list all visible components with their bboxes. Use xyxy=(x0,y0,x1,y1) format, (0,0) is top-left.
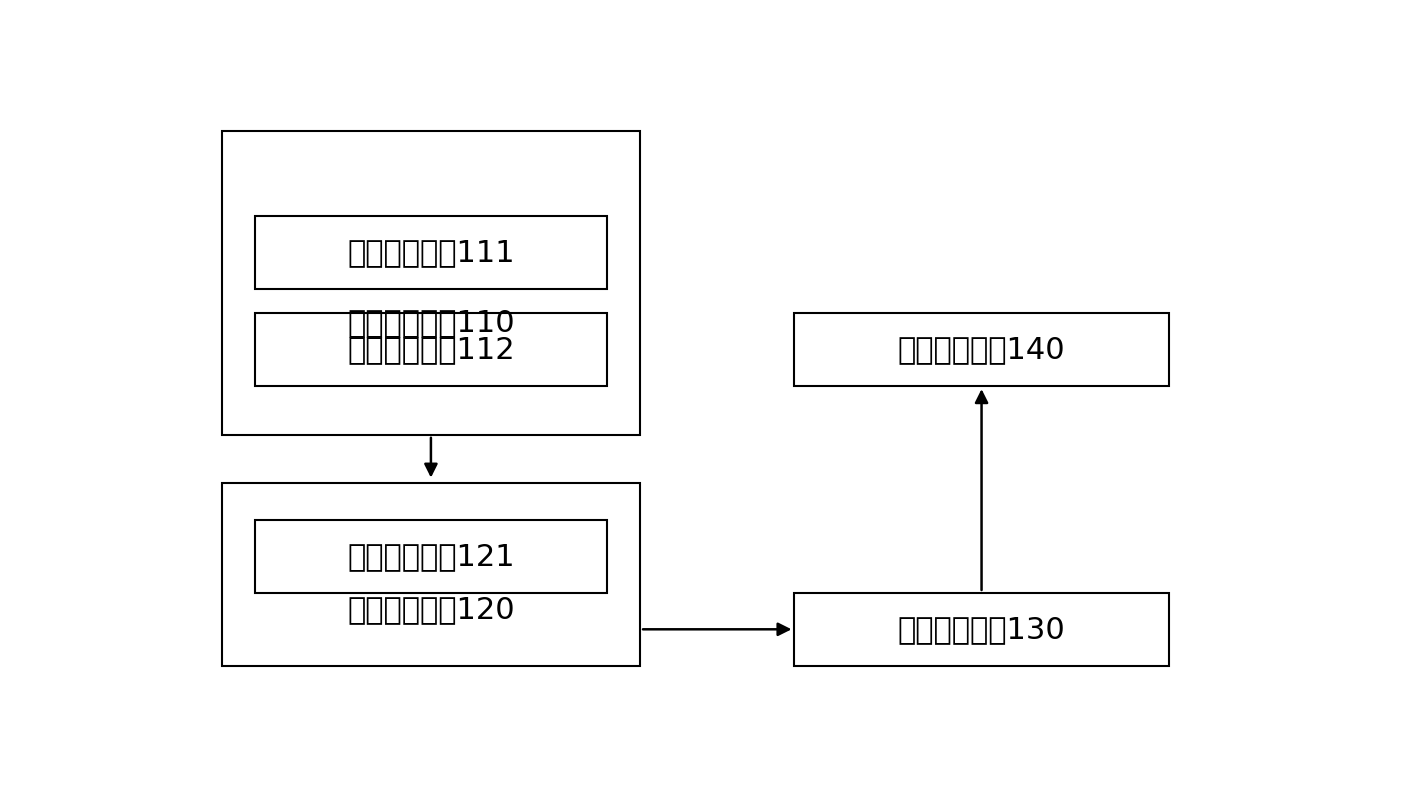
Text: 联盟创建模块110: 联盟创建模块110 xyxy=(347,308,514,337)
Bar xyxy=(254,520,607,593)
Text: 节点变更模块120: 节点变更模块120 xyxy=(347,596,514,624)
Bar xyxy=(222,131,639,435)
Bar xyxy=(794,593,1168,666)
Bar xyxy=(794,313,1168,387)
Text: 变更校验单元121: 变更校验单元121 xyxy=(347,542,514,571)
Text: 第一联盟单元111: 第一联盟单元111 xyxy=(347,238,514,267)
Text: 节点共享模块130: 节点共享模块130 xyxy=(898,615,1066,644)
Bar xyxy=(254,313,607,387)
Text: 第二联盟单元112: 第二联盟单元112 xyxy=(347,335,514,365)
Bar xyxy=(222,484,639,666)
Text: 数据共享模块140: 数据共享模块140 xyxy=(898,335,1066,365)
Bar xyxy=(254,216,607,289)
